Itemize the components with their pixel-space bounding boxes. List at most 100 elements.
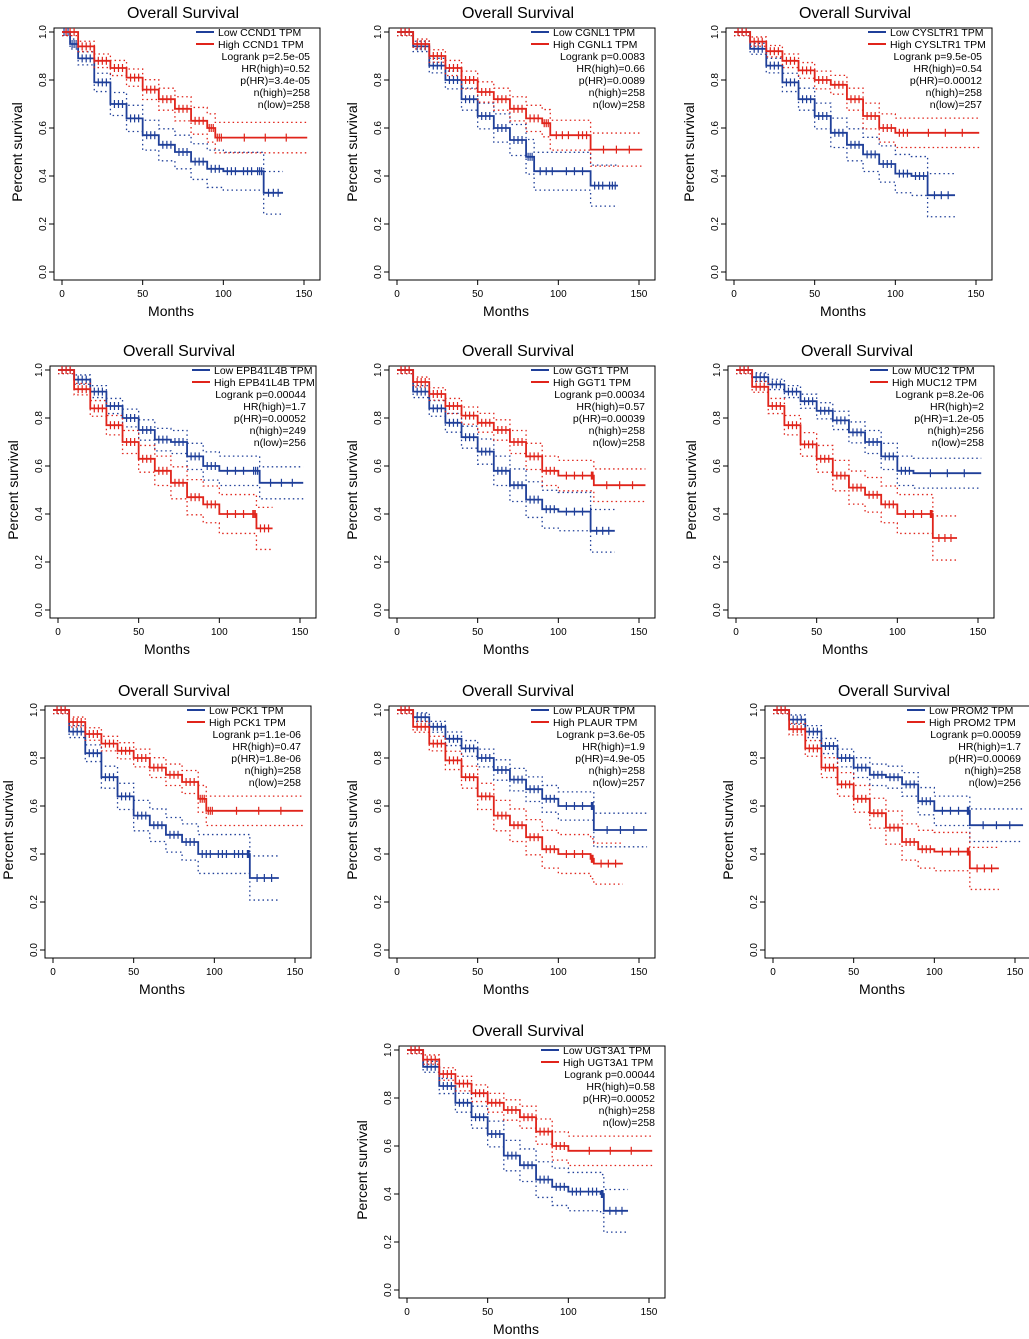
x-axis-label: Months [493, 1321, 539, 1337]
x-axis-label: Months [820, 303, 866, 319]
y-tick-label: 1.0 [373, 703, 384, 717]
chart-title: Overall Survival [462, 683, 574, 700]
stat-label: n(low)=258 [593, 99, 645, 111]
y-tick-label: 0.2 [373, 555, 384, 569]
survival-panel: Overall Survival 0.0 0.2 0.4 0.6 0.8 1.0 0 50 100… [0, 683, 312, 997]
x-tick-label: 150 [287, 967, 304, 978]
x-tick-label: 50 [472, 967, 484, 978]
survival-panel: Overall Survival 0.0 0.2 0.4 0.6 0.8 1.0 0 50 100… [683, 343, 995, 657]
confidence-upper [53, 709, 279, 857]
y-tick-label: 1.0 [29, 703, 40, 717]
survival-curve [397, 369, 646, 487]
survival-curve [734, 31, 980, 134]
x-axis-label: Months [144, 641, 190, 657]
confidence-upper [397, 709, 648, 814]
confidence-lower [397, 372, 615, 553]
chart-title: Overall Survival [472, 1023, 584, 1040]
stat-label: Logrank p=8.2e-06 [896, 389, 985, 401]
y-tick-label: 0.6 [749, 799, 760, 813]
x-axis-label: Months [148, 303, 194, 319]
stat-label: HR(high)=1.7 [243, 401, 306, 413]
stat-label: p(HR)=0.00069 [949, 753, 1021, 765]
stat-label: p(HR)=3.4e-05 [240, 75, 310, 87]
plot-frame [49, 365, 317, 619]
stat-label: p(HR)=4.9e-05 [575, 753, 645, 765]
y-tick-label: 0.4 [29, 847, 40, 861]
x-tick-label: 0 [770, 967, 776, 978]
plot-frame [764, 705, 1029, 959]
stat-label: HR(high)=2 [930, 401, 984, 413]
x-tick-label: 100 [550, 627, 567, 638]
x-tick-label: 100 [206, 967, 223, 978]
stat-label: n(high)=258 [589, 765, 645, 777]
legend-entry: Low EPB41L4B TPM [214, 365, 312, 377]
y-axis-label: Percent survival [681, 102, 697, 202]
y-tick-label: 0.6 [712, 459, 723, 473]
y-tick-label: 1.0 [712, 363, 723, 377]
x-tick-label: 0 [404, 1307, 410, 1318]
survival-panel: Overall Survival 0.0 0.2 0.4 0.6 0.8 1.0 0 50 100… [681, 5, 993, 319]
y-axis-label: Percent survival [344, 102, 360, 202]
plot-frame [725, 27, 993, 281]
x-tick-label: 100 [926, 967, 943, 978]
y-tick-label: 0.8 [373, 411, 384, 425]
legend-entry: Low CCND1 TPM [218, 27, 301, 39]
chart-title: Overall Survival [838, 683, 950, 700]
y-tick-label: 0.4 [749, 847, 760, 861]
y-tick-label: 0.2 [373, 895, 384, 909]
x-tick-label: 0 [394, 967, 400, 978]
stat-label: HR(high)=1.9 [582, 741, 645, 753]
y-tick-label: 0.2 [712, 555, 723, 569]
legend-entry: Low CYSLTR1 TPM [890, 27, 984, 39]
legend-entry: Low PLAUR TPM [553, 705, 635, 717]
y-tick-label: 0.2 [373, 217, 384, 231]
stat-label: p(HR)=0.00052 [583, 1093, 655, 1105]
stat-label: n(low)=258 [932, 437, 984, 449]
x-axis-label: Months [859, 981, 905, 997]
y-tick-label: 0.2 [34, 555, 45, 569]
stat-label: HR(high)=0.57 [576, 401, 645, 413]
y-tick-label: 0.8 [38, 73, 49, 87]
stat-label: p(HR)=1.8e-06 [231, 753, 301, 765]
y-tick-label: 0.4 [383, 1187, 394, 1201]
y-tick-label: 1.0 [373, 363, 384, 377]
y-tick-label: 0.6 [38, 121, 49, 135]
confidence-lower [734, 34, 956, 218]
legend-entry: High GGT1 TPM [553, 377, 631, 389]
stat-label: HR(high)=0.66 [576, 63, 645, 75]
confidence-lower [397, 372, 646, 503]
x-tick-label: 150 [292, 627, 309, 638]
legend-entry: High UGT3A1 TPM [563, 1057, 653, 1069]
plot-frame [398, 1045, 666, 1299]
survival-curve [62, 31, 308, 139]
y-tick-label: 0.0 [373, 603, 384, 617]
confidence-lower [736, 372, 958, 561]
stat-label: n(high)=258 [589, 425, 645, 437]
x-axis-label: Months [483, 641, 529, 657]
stat-label: HR(high)=0.52 [241, 63, 310, 75]
legend-entry: High PLAUR TPM [553, 717, 637, 729]
x-tick-label: 100 [550, 289, 567, 300]
confidence-lower [62, 34, 308, 154]
x-tick-label: 100 [889, 627, 906, 638]
confidence-upper [734, 31, 956, 175]
y-tick-label: 0.2 [29, 895, 40, 909]
y-tick-label: 0.6 [373, 459, 384, 473]
plot-frame [53, 27, 321, 281]
stat-label: p(HR)=0.00039 [573, 413, 645, 425]
y-tick-label: 0.4 [373, 847, 384, 861]
legend-entry: High PROM2 TPM [929, 717, 1016, 729]
y-tick-label: 1.0 [383, 1043, 394, 1057]
x-tick-label: 50 [137, 289, 149, 300]
x-tick-label: 150 [296, 289, 313, 300]
confidence-upper [734, 31, 980, 119]
legend-entry: Low UGT3A1 TPM [563, 1045, 651, 1057]
stat-label: n(low)=258 [603, 1117, 655, 1129]
stat-label: Logrank p=0.0083 [560, 51, 645, 63]
y-tick-label: 0.8 [749, 751, 760, 765]
y-tick-label: 1.0 [34, 363, 45, 377]
stat-label: p(HR)=0.00012 [910, 75, 982, 87]
y-axis-label: Percent survival [0, 780, 16, 880]
y-axis-label: Percent survival [683, 440, 699, 540]
